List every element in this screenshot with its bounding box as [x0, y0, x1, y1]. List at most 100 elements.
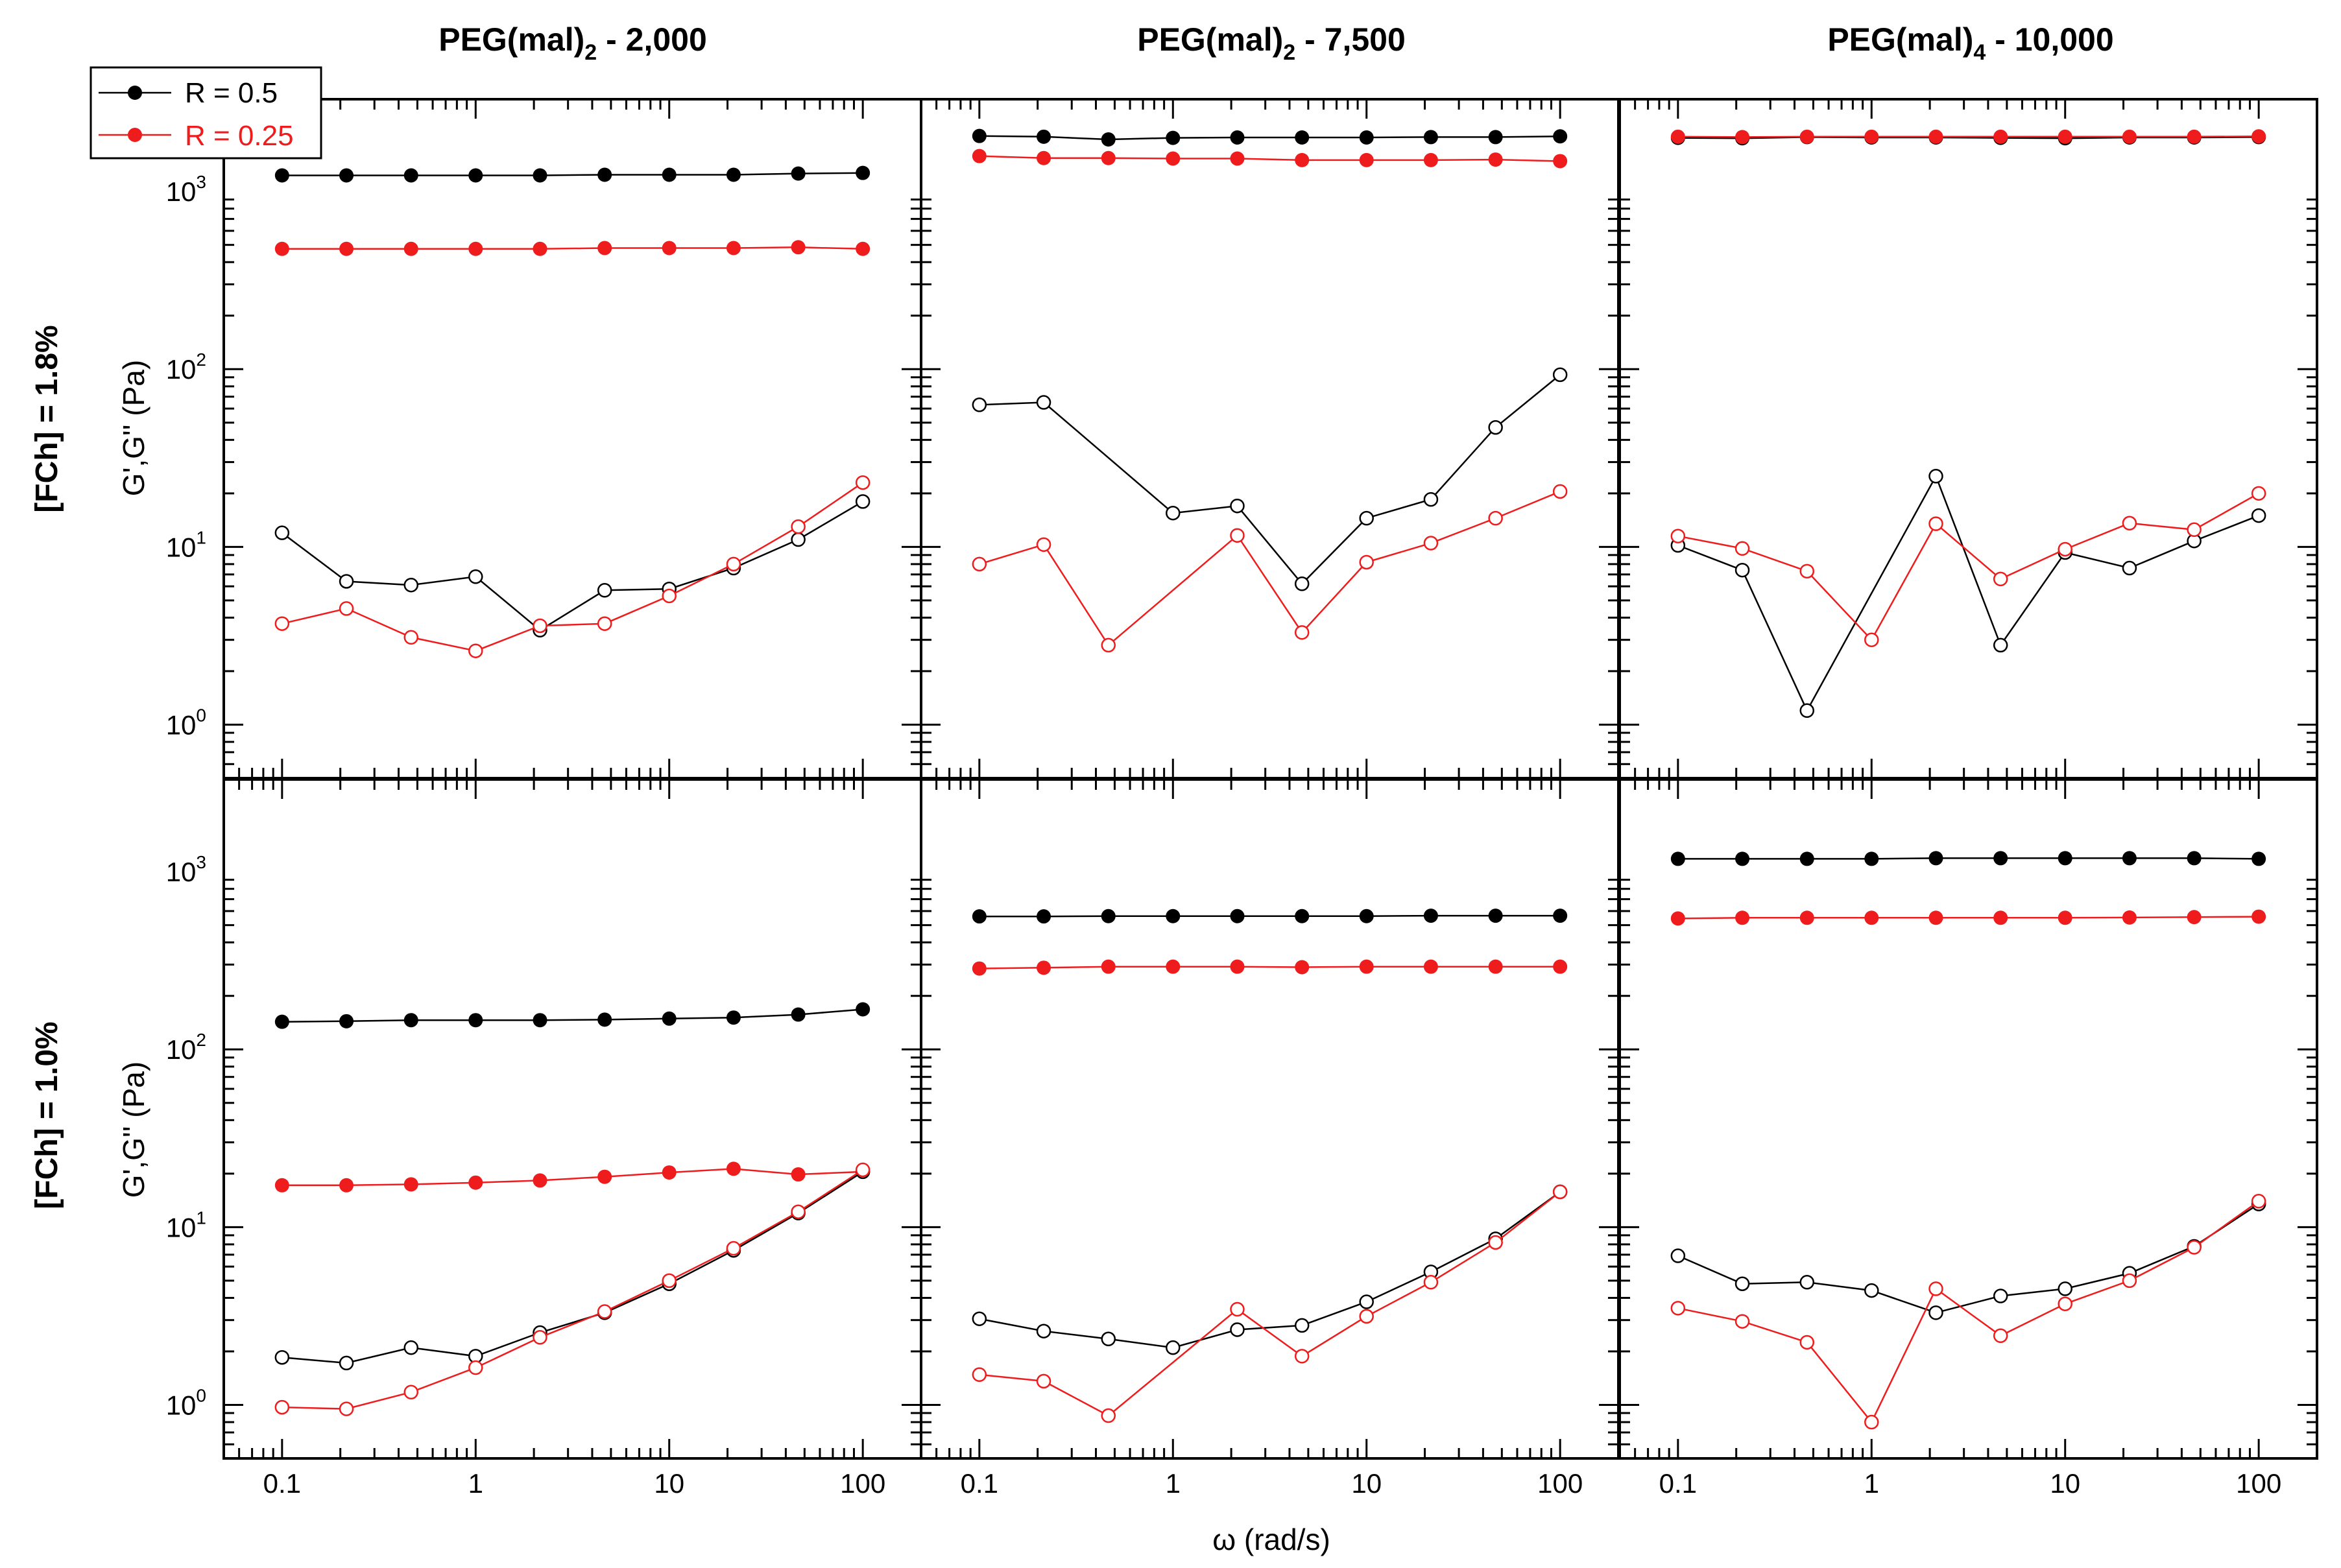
- data-point: [726, 241, 741, 255]
- data-point: [533, 618, 547, 634]
- data-point: [791, 1167, 806, 1182]
- data-point: [1864, 632, 1879, 647]
- data-point: [791, 519, 806, 534]
- data-point: [2122, 560, 2137, 576]
- x-tick-label: 1: [1166, 1468, 1181, 1499]
- data-point: [597, 167, 612, 182]
- data-point: [972, 1311, 987, 1326]
- data-point: [1101, 909, 1116, 923]
- data-point: [1553, 909, 1568, 923]
- data-point: [1423, 959, 1438, 974]
- data-point: [972, 961, 987, 976]
- data-point: [1101, 959, 1116, 974]
- data-point: [1928, 1281, 1943, 1296]
- data-point: [855, 494, 870, 509]
- data-point: [274, 168, 289, 183]
- data-point: [972, 148, 987, 163]
- data-point: [1230, 959, 1245, 974]
- data-point: [403, 577, 419, 593]
- row-label-1: [FCh] = 1.8%: [30, 325, 64, 512]
- data-point: [1423, 909, 1438, 923]
- panel-frame: [222, 778, 922, 1460]
- series-line: [282, 1008, 863, 1023]
- series-line: [1677, 136, 2259, 138]
- data-point: [1993, 571, 2008, 587]
- data-point: [1799, 564, 1815, 579]
- data-point: [662, 1165, 677, 1180]
- x-tick-label: 100: [1537, 1468, 1583, 1499]
- data-point: [1230, 130, 1245, 145]
- data-point: [1735, 851, 1750, 866]
- data-point: [2058, 129, 2072, 144]
- legend: R = 0.5 R = 0.25: [90, 66, 322, 160]
- data-point: [1552, 367, 1568, 383]
- x-tick-label: 1: [1864, 1468, 1879, 1499]
- data-point: [274, 1014, 289, 1029]
- data-point: [972, 556, 987, 572]
- data-point: [791, 1007, 806, 1022]
- data-point: [1488, 1235, 1503, 1250]
- data-point: [2251, 1194, 2266, 1209]
- data-point: [2058, 910, 2072, 925]
- data-point: [403, 241, 418, 256]
- data-point: [533, 1330, 547, 1345]
- series-line: [1677, 1203, 2259, 1314]
- data-point: [339, 168, 354, 183]
- data-point: [274, 525, 290, 540]
- data-point: [1359, 909, 1374, 923]
- data-point: [1166, 1340, 1181, 1355]
- data-point: [1928, 129, 1943, 144]
- data-point: [1036, 1373, 1051, 1389]
- data-point: [791, 532, 806, 547]
- data-point: [597, 1169, 612, 1184]
- data-point: [972, 398, 987, 412]
- x-tick-label: 10: [654, 1468, 684, 1499]
- data-point: [1928, 910, 1943, 925]
- data-point: [791, 240, 806, 255]
- data-point: [468, 569, 483, 584]
- data-point: [1359, 554, 1374, 570]
- data-point: [1799, 1335, 1815, 1350]
- data-point: [274, 1178, 289, 1193]
- data-point: [1928, 1305, 1943, 1320]
- panel-r2-c1: [274, 1002, 870, 1416]
- data-point: [2058, 851, 2072, 866]
- series-line: [979, 490, 1561, 647]
- data-point: [339, 601, 354, 616]
- data-point: [1036, 1324, 1051, 1338]
- data-point: [1488, 510, 1503, 526]
- legend-label-r025: R = 0.25: [185, 120, 294, 152]
- data-point: [1552, 1184, 1568, 1200]
- data-point: [533, 1173, 547, 1188]
- x-tick-label: 100: [2236, 1468, 2281, 1499]
- data-point: [1553, 154, 1568, 169]
- data-point: [468, 1175, 483, 1190]
- y-tick-label: 100: [166, 705, 206, 740]
- legend-box: [90, 66, 322, 160]
- panel-r2-c2: [972, 909, 1568, 1423]
- data-point: [726, 1161, 741, 1176]
- data-point: [2058, 1296, 2072, 1311]
- series-line: [979, 155, 1561, 162]
- data-point: [1230, 498, 1245, 514]
- panel-r1-c1: [274, 165, 870, 658]
- data-point: [2122, 129, 2137, 144]
- panel-frame: [920, 778, 1620, 1460]
- data-point: [972, 128, 987, 143]
- series-line: [282, 1169, 863, 1410]
- data-point: [274, 1399, 290, 1415]
- series-line: [1677, 1200, 2259, 1424]
- data-point: [1864, 851, 1879, 866]
- data-point: [1359, 959, 1374, 974]
- data-point: [1036, 537, 1051, 552]
- data-point: [726, 1241, 741, 1256]
- data-point: [1864, 910, 1879, 925]
- data-point: [2251, 851, 2266, 866]
- data-point: [1735, 1276, 1750, 1291]
- data-point: [403, 630, 419, 645]
- data-point: [1670, 1248, 1686, 1263]
- data-point: [1230, 1301, 1245, 1317]
- data-point: [726, 556, 741, 572]
- data-point: [1864, 1283, 1879, 1298]
- data-point: [1230, 1322, 1245, 1337]
